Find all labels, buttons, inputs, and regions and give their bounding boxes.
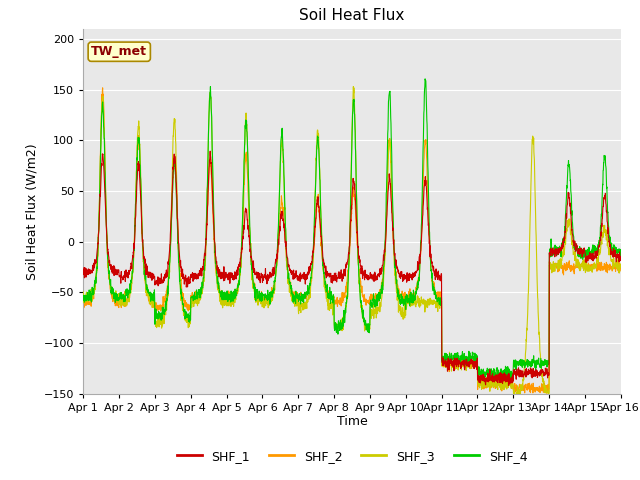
X-axis label: Time: Time [337, 415, 367, 429]
Y-axis label: Soil Heat Flux (W/m2): Soil Heat Flux (W/m2) [25, 143, 38, 279]
Title: Soil Heat Flux: Soil Heat Flux [300, 9, 404, 24]
Legend: SHF_1, SHF_2, SHF_3, SHF_4: SHF_1, SHF_2, SHF_3, SHF_4 [172, 444, 532, 468]
Text: TW_met: TW_met [92, 45, 147, 58]
